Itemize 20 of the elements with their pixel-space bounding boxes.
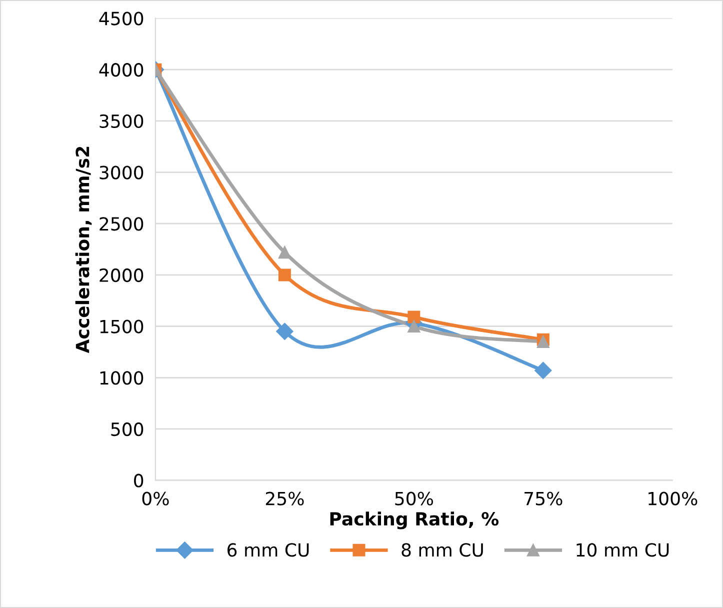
x-tick-label: 50% bbox=[395, 492, 433, 506]
x-axis-title: Packing Ratio, % bbox=[330, 512, 499, 530]
y-tick-label: 1000 bbox=[100, 371, 144, 385]
x-tick-label: 0% bbox=[142, 492, 169, 506]
x-tick-label: 100% bbox=[648, 492, 698, 506]
y-tick-label: 4500 bbox=[99, 12, 144, 26]
y-tick-label: 500 bbox=[111, 422, 144, 436]
y-axis-title: Acceleration, mm/s2 bbox=[75, 146, 92, 354]
y-tick-label: 2500 bbox=[100, 217, 144, 231]
legend-label: 8 mm CU bbox=[402, 543, 483, 557]
x-tick-label: 25% bbox=[266, 492, 304, 506]
y-tick-label: 4000 bbox=[99, 63, 144, 77]
y-tick-label: 0 bbox=[134, 474, 144, 488]
y-tick-label: 3500 bbox=[100, 114, 144, 128]
y-tick-label: 3000 bbox=[100, 166, 144, 180]
y-tick-label: 2000 bbox=[100, 268, 144, 282]
legend-label: 6 mm CU bbox=[228, 543, 309, 557]
x-tick-label: 75% bbox=[524, 492, 562, 506]
y-tick-label: 1500 bbox=[100, 320, 144, 334]
legend-label: 10 mm CU bbox=[576, 543, 669, 557]
